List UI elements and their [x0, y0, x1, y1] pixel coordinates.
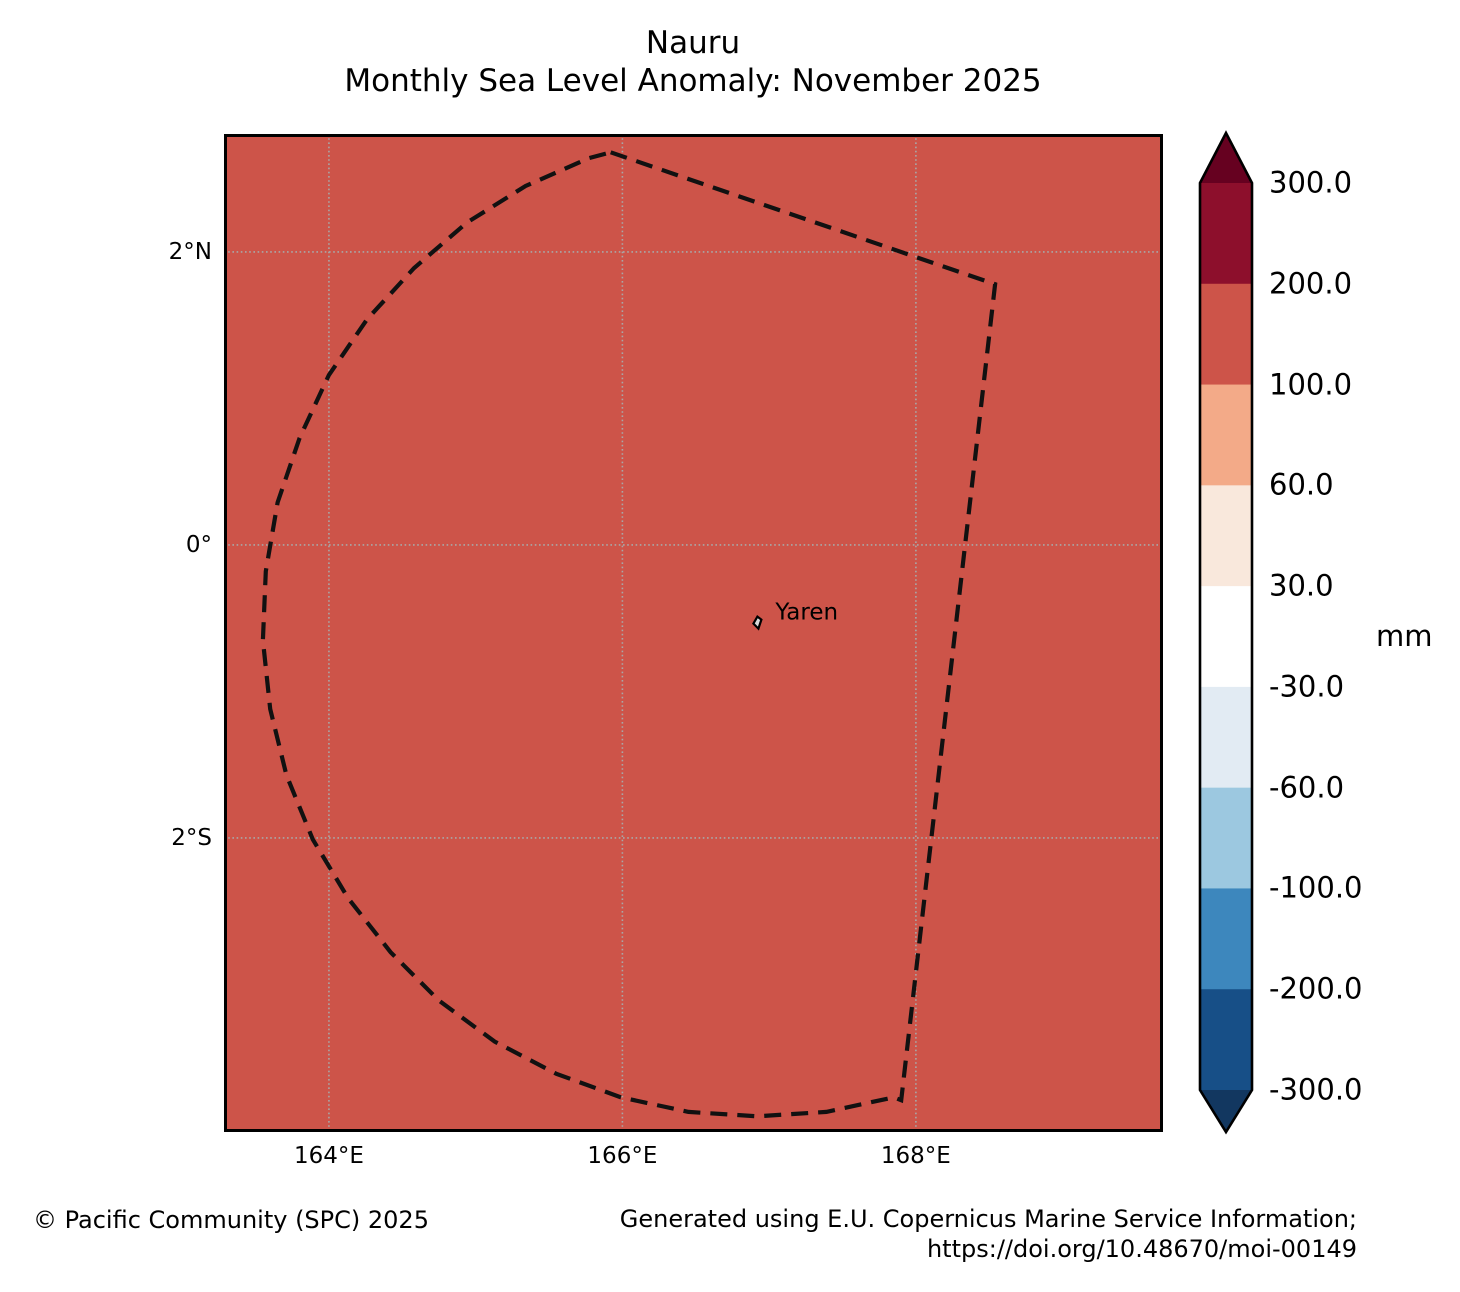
x-tick-label: 168°E [880, 1143, 951, 1169]
colorbar-over-arrow [1200, 133, 1252, 183]
colorbar-tick-label: 30.0 [1269, 568, 1334, 603]
x-tick-label: 164°E [293, 1143, 364, 1169]
colorbar-under-arrow [1200, 1090, 1252, 1132]
colorbar-tick-label: -100.0 [1269, 870, 1363, 905]
colorbar [1198, 130, 1254, 1135]
colorbar-segment [1200, 183, 1252, 285]
eez-boundary-dashed [260, 150, 998, 1119]
colorbar-tick-label: -300.0 [1269, 1072, 1363, 1107]
colorbar-segment [1200, 888, 1252, 990]
colorbar-tick-label: -60.0 [1269, 769, 1345, 804]
nauru-island-marker [752, 614, 763, 631]
colorbar-segment [1200, 384, 1252, 486]
colorbar-segment [1200, 485, 1252, 587]
map-plot-area: Yaren [224, 134, 1163, 1132]
sea-anomaly-fill [224, 134, 1163, 1132]
footer-attribution-line1: Generated using E.U. Copernicus Marine S… [619, 1205, 1357, 1233]
y-tick-label: 0° [185, 531, 212, 558]
colorbar-segment [1200, 787, 1252, 890]
colorbar-outline [1198, 130, 1254, 1135]
y-tick-label: 2°N [168, 238, 212, 265]
colorbar-tick-label: 60.0 [1269, 467, 1334, 502]
colorbar-tick-label: 200.0 [1269, 266, 1353, 301]
colorbar-segment [1200, 686, 1252, 789]
title-region: Nauru [645, 25, 741, 61]
station-label-yaren: Yaren [774, 600, 838, 626]
footer-attribution: Generated using E.U. Copernicus Marine S… [620, 1204, 1357, 1264]
y-tick-label: 2°S [171, 824, 212, 851]
colorbar-segment [1200, 283, 1252, 386]
colorbar-segment [1200, 989, 1252, 1091]
x-tick-label: 166°E [587, 1143, 658, 1169]
colorbar-tick-label: 100.0 [1269, 366, 1353, 401]
footer-copyright: © Pacific Community (SPC) 2025 [33, 1206, 429, 1234]
footer-attribution-line2: https://doi.org/10.48670/moi-00149 [926, 1235, 1357, 1263]
colorbar-tick-label: -30.0 [1269, 669, 1345, 704]
colorbar-tick-label: -200.0 [1269, 971, 1363, 1006]
title-subtitle: Monthly Sea Level Anomaly: November 2025 [344, 63, 1042, 99]
colorbar-tick-label: 300.0 [1269, 165, 1353, 200]
figure-title: Nauru Monthly Sea Level Anomaly: Novembe… [344, 24, 1041, 100]
colorbar-units-label: mm [1376, 619, 1433, 653]
colorbar-segment [1200, 586, 1252, 688]
